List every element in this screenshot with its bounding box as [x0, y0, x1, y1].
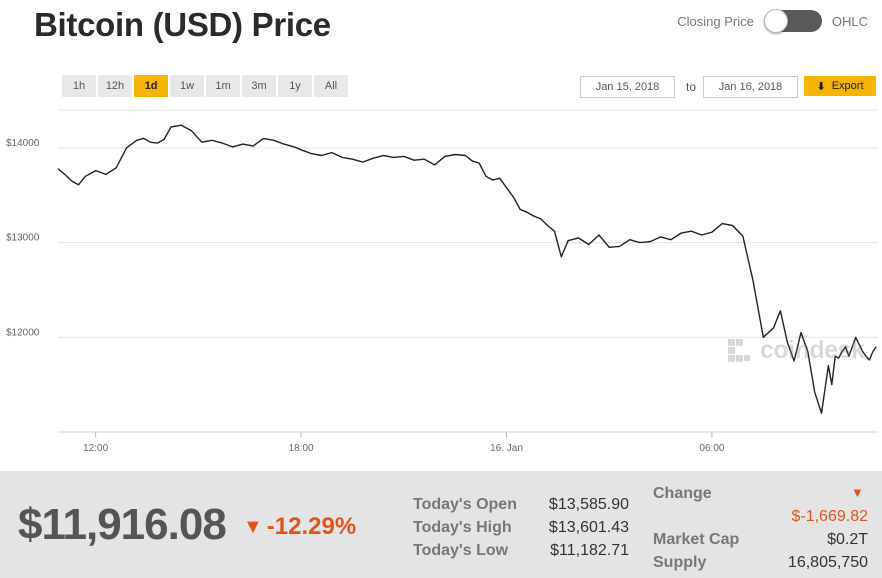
current-price: $11,916.08 [18, 500, 227, 549]
range-button-1y[interactable]: 1y [278, 75, 312, 97]
range-button-1h[interactable]: 1h [62, 75, 96, 97]
download-arrow-icon: ⬇ [816, 80, 826, 93]
price-line [57, 124, 877, 414]
x-tick-label: 12:00 [83, 443, 108, 454]
range-button-1w[interactable]: 1w [170, 75, 204, 97]
todays-open-label: Today's Open [413, 496, 517, 513]
change-label: Change [653, 485, 712, 502]
todays-high-value: $13,601.43 [548, 519, 629, 536]
price-mode-toggle[interactable] [763, 9, 822, 33]
change-percent-value: -12.29% [266, 513, 357, 540]
market-cap-value: $0.2T [827, 531, 868, 548]
export-label: Export [831, 80, 864, 92]
time-range-selector: 1h 12h 1d 1w 1m 3m 1y All [62, 75, 348, 97]
change-down-triangle-icon: ▼ [851, 485, 864, 500]
price-summary-panel: $11,916.08 ▼ -12.29% Today's Open $13,58… [0, 471, 882, 578]
todays-low-value: $11,182.71 [550, 542, 629, 559]
price-chart[interactable]: $12000 $13000 $14000 12:00 18:00 16. Jan 06:00 [0, 0, 882, 470]
date-from-input[interactable]: Jan 15, 2018 [580, 76, 675, 98]
change-percent: ▼ -12.29% [243, 513, 356, 541]
y-tick-label: $14000 [6, 138, 40, 149]
coindesk-watermark: coindesk [726, 336, 865, 365]
change-value: $-1,669.82 [791, 508, 868, 525]
watermark-text: coindesk [760, 336, 865, 364]
y-tick-label: $12000 [6, 327, 40, 338]
page-title: Bitcoin (USD) Price [34, 6, 331, 43]
date-to-separator: to [686, 80, 697, 94]
todays-low-label: Today's Low [413, 542, 509, 559]
coindesk-logo-icon [728, 338, 750, 362]
supply-value: 16,805,750 [787, 554, 868, 571]
x-tick-label: 06:00 [699, 443, 724, 454]
x-tick-label: 16. Jan [490, 443, 523, 454]
price-mode-toggle-group: Closing Price OHLC [677, 9, 868, 33]
range-button-1d[interactable]: 1d [134, 75, 168, 97]
closing-price-label: Closing Price [677, 13, 754, 29]
date-to-input[interactable]: Jan 16, 2018 [703, 76, 798, 98]
y-tick-label: $13000 [6, 233, 40, 244]
market-cap-label: Market Cap [653, 531, 740, 548]
supply-label: Supply [653, 554, 707, 571]
down-triangle-icon: ▼ [243, 515, 263, 538]
range-button-1m[interactable]: 1m [206, 75, 240, 97]
ohlc-label: OHLC [831, 13, 868, 29]
x-tick-label: 18:00 [289, 443, 314, 454]
range-button-all[interactable]: All [314, 75, 348, 97]
todays-open-value: $13,585.90 [548, 496, 629, 513]
range-button-3m[interactable]: 3m [242, 75, 276, 97]
range-button-12h[interactable]: 12h [98, 75, 132, 97]
todays-high-label: Today's High [413, 519, 512, 536]
toggle-knob[interactable] [763, 9, 788, 33]
export-button[interactable]: ⬇ Export [804, 76, 876, 96]
